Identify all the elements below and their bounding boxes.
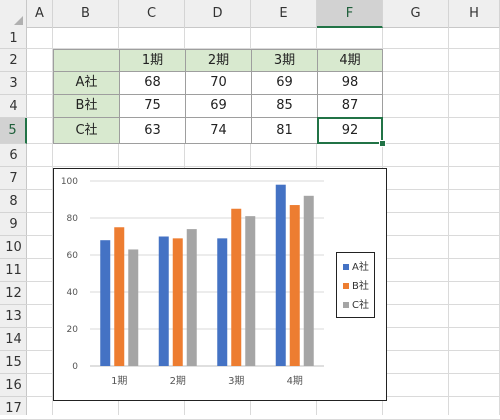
bar-B社-2期[interactable] bbox=[172, 238, 183, 366]
column-header-c[interactable]: C bbox=[119, 0, 185, 28]
row-header-16[interactable]: 16 bbox=[0, 374, 27, 397]
x-tick-label: 3期 bbox=[228, 375, 244, 387]
table-corner-cell[interactable] bbox=[53, 49, 120, 72]
bar-C社-1期[interactable] bbox=[128, 249, 139, 366]
column-gridline bbox=[448, 28, 449, 415]
bar-A社-1期[interactable] bbox=[100, 240, 111, 366]
bar-C社-2期[interactable] bbox=[186, 229, 197, 366]
y-tick-label: 40 bbox=[67, 288, 79, 298]
row-header-11[interactable]: 11 bbox=[0, 259, 27, 282]
chart-legend[interactable]: A社 B社 C社 bbox=[336, 252, 375, 318]
legend-item-b: B社 bbox=[337, 277, 374, 296]
column-gridline bbox=[52, 28, 53, 415]
value-cell[interactable]: 98 bbox=[317, 71, 383, 95]
row-gridline bbox=[27, 48, 500, 49]
x-tick-label: 1期 bbox=[111, 375, 127, 387]
y-tick-label: 80 bbox=[67, 214, 79, 224]
column-header-f[interactable]: F bbox=[317, 0, 383, 28]
y-tick-label: 100 bbox=[61, 177, 78, 187]
value-cell[interactable]: 68 bbox=[119, 71, 186, 95]
header-cell-period-1[interactable]: 1期 bbox=[119, 49, 186, 72]
legend-item-c: C社 bbox=[337, 296, 374, 315]
bar-C社-3期[interactable] bbox=[245, 216, 256, 366]
value-cell[interactable]: 87 bbox=[317, 94, 383, 118]
value-cell[interactable]: 81 bbox=[251, 117, 318, 144]
bar-B社-4期[interactable] bbox=[289, 205, 300, 366]
clustered-column-chart[interactable]: 0 20 40 60 80 100 1期 2期 3期 4期 A社 B社 C社 bbox=[53, 168, 387, 401]
row-header-1[interactable]: 1 bbox=[0, 28, 27, 49]
x-tick-label: 2期 bbox=[170, 375, 186, 387]
row-gridline bbox=[27, 166, 500, 167]
row-header-10[interactable]: 10 bbox=[0, 236, 27, 259]
legend-swatch bbox=[343, 283, 349, 289]
row-header-17[interactable]: 17 bbox=[0, 397, 27, 420]
fill-handle[interactable] bbox=[379, 140, 386, 147]
row-label-cell[interactable]: A社 bbox=[53, 71, 120, 95]
value-cell[interactable]: 63 bbox=[119, 117, 186, 144]
legend-swatch bbox=[343, 302, 349, 308]
row-label-cell[interactable]: B社 bbox=[53, 94, 120, 118]
y-tick-label: 0 bbox=[72, 362, 78, 372]
row-label-cell[interactable]: C社 bbox=[53, 117, 120, 144]
row-header-12[interactable]: 12 bbox=[0, 282, 27, 305]
row-header-7[interactable]: 7 bbox=[0, 167, 27, 190]
header-cell-period-3[interactable]: 3期 bbox=[251, 49, 318, 72]
chart-plot: 0 20 40 60 80 100 1期 2期 3期 4期 bbox=[61, 177, 324, 387]
header-cell-period-2[interactable]: 2期 bbox=[185, 49, 252, 72]
column-header-b[interactable]: B bbox=[53, 0, 119, 28]
row-header-15[interactable]: 15 bbox=[0, 351, 27, 374]
legend-label: A社 bbox=[352, 262, 369, 273]
bar-B社-1期[interactable] bbox=[114, 227, 125, 366]
legend-label: B社 bbox=[352, 281, 369, 292]
legend-label: C社 bbox=[352, 300, 369, 311]
select-all-corner[interactable] bbox=[0, 0, 27, 28]
legend-swatch bbox=[343, 264, 349, 270]
value-cell[interactable]: 69 bbox=[185, 94, 252, 118]
x-tick-label: 4期 bbox=[287, 375, 303, 387]
value-cell[interactable]: 74 bbox=[185, 117, 252, 144]
value-cell[interactable]: 85 bbox=[251, 94, 318, 118]
column-header-g[interactable]: G bbox=[383, 0, 449, 28]
y-tick-label: 20 bbox=[67, 325, 79, 335]
row-header-9[interactable]: 9 bbox=[0, 213, 27, 236]
bar-A社-2期[interactable] bbox=[158, 236, 169, 367]
row-header-8[interactable]: 8 bbox=[0, 190, 27, 213]
legend-item-a: A社 bbox=[337, 258, 374, 277]
row-header-4[interactable]: 4 bbox=[0, 95, 27, 118]
column-header-h[interactable]: H bbox=[449, 0, 500, 28]
bar-B社-3期[interactable] bbox=[231, 208, 242, 366]
row-header-2[interactable]: 2 bbox=[0, 49, 27, 72]
row-header-13[interactable]: 13 bbox=[0, 305, 27, 328]
bar-A社-4期[interactable] bbox=[275, 184, 286, 366]
column-header-e[interactable]: E bbox=[251, 0, 317, 28]
bar-C社-4期[interactable] bbox=[303, 195, 314, 366]
row-header-5[interactable]: 5 bbox=[0, 118, 27, 144]
row-header-6[interactable]: 6 bbox=[0, 144, 27, 167]
row-header-3[interactable]: 3 bbox=[0, 72, 27, 95]
value-cell[interactable]: 70 bbox=[185, 71, 252, 95]
value-cell[interactable]: 75 bbox=[119, 94, 186, 118]
column-header-d[interactable]: D bbox=[185, 0, 251, 28]
value-cell[interactable]: 69 bbox=[251, 71, 318, 95]
select-all-triangle-icon bbox=[14, 16, 23, 25]
y-tick-label: 60 bbox=[67, 251, 79, 261]
selected-cell[interactable]: 92 bbox=[317, 117, 383, 144]
header-cell-period-4[interactable]: 4期 bbox=[317, 49, 383, 72]
bar-A社-3期[interactable] bbox=[217, 238, 228, 366]
column-header-a[interactable]: A bbox=[27, 0, 53, 28]
row-header-14[interactable]: 14 bbox=[0, 328, 27, 351]
